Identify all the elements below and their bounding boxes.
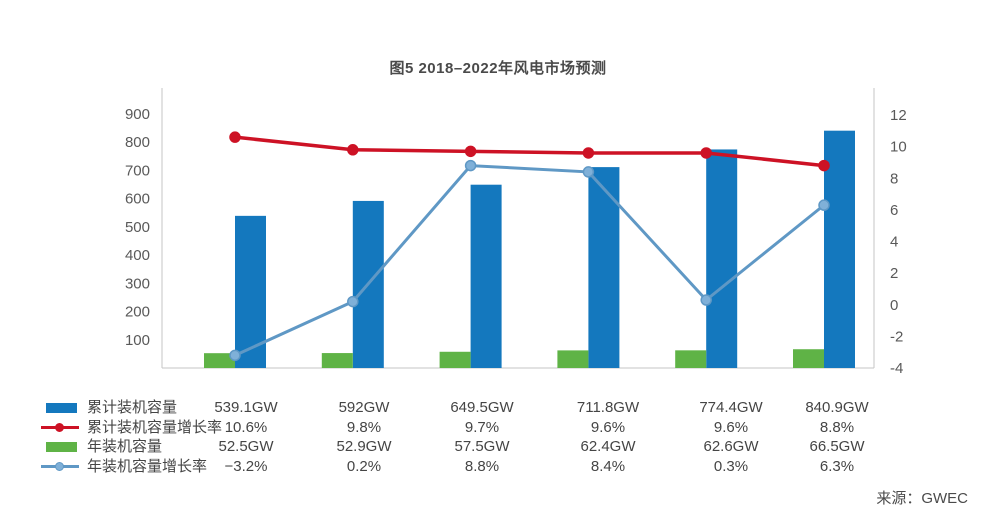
value-cell-cumulative-capacity-1: 592GW bbox=[338, 399, 390, 416]
right-axis-tick: 12 bbox=[890, 107, 907, 124]
bar-swatch-annual-capacity-icon bbox=[40, 437, 87, 457]
value-cell-cumulative-growth-rate-0: 10.6% bbox=[224, 418, 268, 436]
point-annual-growth-rate-1 bbox=[347, 295, 359, 308]
point-annual-growth-rate-0 bbox=[229, 349, 241, 362]
table-row-cumulative-capacity: 累计装机容量 539.1GW 592GW 649.5GW 711.8GW 774.4GW 8… bbox=[0, 398, 996, 418]
bar-annual-capacity-0 bbox=[204, 353, 235, 368]
bar-cumulative-capacity-4 bbox=[706, 149, 738, 368]
value-cell-annual-capacity-1: 52.9GW bbox=[336, 438, 392, 455]
value-cell-cumulative-growth-rate-1: 9.8% bbox=[346, 418, 382, 436]
right-axis-tick: -4 bbox=[890, 360, 903, 377]
bar-annual-capacity-4 bbox=[675, 350, 707, 368]
point-annual-growth-rate-5 bbox=[818, 199, 830, 211]
point-cumulative-growth-rate-3 bbox=[582, 147, 595, 159]
point-cumulative-growth-rate-2 bbox=[464, 145, 477, 158]
bar-annual-capacity-1 bbox=[321, 353, 353, 368]
source-caption: 来源：GWEC bbox=[876, 490, 968, 507]
left-axis-tick: 400 bbox=[125, 247, 150, 264]
value-cell-annual-capacity-4: 62.6GW bbox=[703, 438, 759, 455]
value-cell-annual-capacity-5: 66.5GW bbox=[809, 438, 865, 455]
value-cell-cumulative-capacity-3: 711.8GW bbox=[576, 399, 640, 416]
legend-label-cumulative-capacity: 累计装机容量 bbox=[87, 399, 178, 416]
left-axis-tick: 900 bbox=[125, 106, 150, 123]
point-cumulative-growth-rate-1 bbox=[347, 144, 359, 156]
value-cell-annual-capacity-3: 62.4GW bbox=[580, 438, 636, 455]
value-cell-cumulative-capacity-5: 840.9GW bbox=[805, 399, 869, 416]
left-axis-tick: 300 bbox=[125, 275, 150, 292]
value-cell-annual-growth-rate-5: 6.3% bbox=[819, 457, 855, 475]
bar-cumulative-capacity-5 bbox=[824, 130, 855, 368]
line-annual-growth-rate bbox=[234, 164, 825, 357]
value-cell-annual-growth-rate-4: 0.3% bbox=[713, 457, 749, 475]
value-cell-cumulative-capacity-0: 539.1GW bbox=[214, 399, 278, 416]
right-axis-tick: 4 bbox=[890, 234, 898, 251]
bar-cumulative-capacity-3 bbox=[588, 167, 620, 368]
value-cell-cumulative-capacity-2: 649.5GW bbox=[450, 399, 514, 416]
value-cell-annual-capacity-2: 57.5GW bbox=[454, 438, 510, 455]
value-cell-cumulative-growth-rate-5: 8.8% bbox=[819, 418, 855, 436]
value-cell-cumulative-growth-rate-2: 9.7% bbox=[464, 418, 500, 436]
point-cumulative-growth-rate-0 bbox=[229, 131, 241, 143]
legend-data-table: 累计装机容量 539.1GW 592GW 649.5GW 711.8GW 774.4GW 8… bbox=[0, 398, 996, 476]
line-swatch-cumulative-growth-rate-icon bbox=[40, 418, 87, 438]
value-cell-annual-growth-rate-1: 0.2% bbox=[346, 457, 382, 475]
point-annual-growth-rate-2 bbox=[464, 159, 477, 172]
right-axis-tick: 8 bbox=[890, 170, 898, 187]
value-cell-cumulative-growth-rate-4: 9.6% bbox=[713, 418, 749, 436]
legend-label-annual-capacity: 年装机容量 bbox=[87, 438, 163, 455]
table-row-annual-capacity: 年装机容量 52.5GW 52.9GW 57.5GW 62.4GW 62.6GW 66.5G… bbox=[0, 437, 996, 457]
right-axis-tick: 0 bbox=[890, 297, 898, 314]
legend-label-annual-growth-rate: 年装机容量增长率 bbox=[87, 457, 208, 475]
line-swatch-annual-growth-rate-icon bbox=[40, 457, 87, 477]
left-axis-tick: 600 bbox=[125, 191, 150, 208]
left-axis-tick: 200 bbox=[125, 304, 150, 321]
bar-annual-capacity-2 bbox=[439, 351, 471, 368]
right-axis-tick: 10 bbox=[890, 139, 907, 156]
bar-cumulative-capacity-0 bbox=[235, 215, 266, 368]
value-cell-annual-capacity-0: 52.5GW bbox=[218, 438, 274, 455]
line-cumulative-growth-rate bbox=[234, 135, 825, 168]
left-axis-tick: 800 bbox=[125, 134, 150, 151]
value-cell-annual-growth-rate-0: −3.2% bbox=[224, 457, 268, 475]
table-row-cumulative-growth-rate: 累计装机容量增长率 10.6% 9.8% 9.7% 9.6% 9.6% 8.8% bbox=[0, 418, 996, 438]
value-cell-annual-growth-rate-2: 8.8% bbox=[464, 457, 500, 475]
point-annual-growth-rate-4 bbox=[700, 294, 712, 306]
left-axis-tick: 100 bbox=[125, 332, 150, 349]
point-cumulative-growth-rate-4 bbox=[700, 147, 712, 159]
bar-cumulative-capacity-2 bbox=[470, 184, 502, 368]
right-axis-tick: 6 bbox=[890, 202, 898, 219]
value-cell-annual-growth-rate-3: 8.4% bbox=[590, 457, 626, 475]
bar-annual-capacity-5 bbox=[793, 349, 824, 368]
value-cell-cumulative-capacity-4: 774.4GW bbox=[699, 399, 763, 416]
right-axis-tick: -2 bbox=[890, 328, 903, 345]
right-axis-tick: 2 bbox=[890, 265, 898, 282]
table-row-annual-growth-rate: 年装机容量增长率 −3.2% 0.2% 8.8% 8.4% 0.3% 6.3% bbox=[0, 457, 996, 477]
left-axis-tick: 500 bbox=[125, 219, 150, 236]
value-cell-cumulative-growth-rate-3: 9.6% bbox=[590, 418, 626, 436]
left-axis-tick: 700 bbox=[125, 162, 150, 179]
point-cumulative-growth-rate-5 bbox=[818, 159, 830, 172]
chart-title: 图5 2018–2022年风电市场预测 bbox=[389, 60, 607, 77]
point-annual-growth-rate-3 bbox=[582, 166, 595, 178]
bar-annual-capacity-3 bbox=[557, 350, 589, 368]
legend-label-cumulative-growth-rate: 累计装机容量增长率 bbox=[87, 418, 223, 436]
bar-swatch-cumulative-capacity-icon bbox=[40, 398, 87, 418]
